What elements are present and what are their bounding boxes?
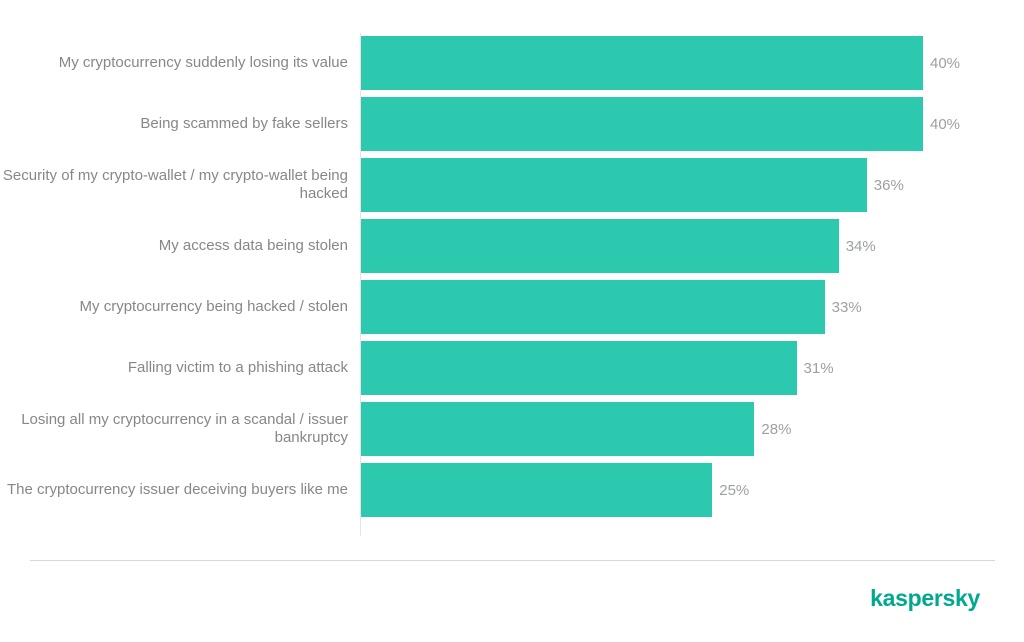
category-label: Security of my crypto-wallet / my crypto…	[2, 167, 348, 202]
value-label: 31%	[803, 359, 834, 377]
bar-zone: 33%	[361, 280, 1024, 334]
chart-row: My cryptocurrency suddenly losing its va…	[0, 36, 1024, 90]
category-label: My cryptocurrency suddenly losing its va…	[58, 54, 348, 71]
bar-zone: 36%	[361, 158, 1024, 212]
category-label: My cryptocurrency being hacked / stolen	[79, 298, 348, 315]
bar	[361, 280, 825, 334]
bar	[361, 402, 755, 456]
bar	[361, 158, 867, 212]
chart-row: My cryptocurrency being hacked / stolen …	[0, 280, 1024, 334]
kaspersky-logo: kaspersky	[870, 585, 980, 611]
value-label: 33%	[831, 298, 862, 316]
footer-divider	[30, 560, 995, 561]
bar	[361, 97, 923, 151]
category-label: The cryptocurrency issuer deceiving buye…	[7, 481, 348, 498]
chart-row: Falling victim to a phishing attack 31%	[0, 341, 1024, 395]
bar-chart: My cryptocurrency suddenly losing its va…	[0, 36, 1024, 524]
chart-row: The cryptocurrency issuer deceiving buye…	[0, 463, 1024, 517]
value-label: 28%	[761, 420, 792, 438]
chart-row: Security of my crypto-wallet / my crypto…	[0, 158, 1024, 212]
category-label: My access data being stolen	[158, 237, 348, 254]
category-label: Being scammed by fake sellers	[140, 115, 348, 132]
y-axis-line	[360, 33, 361, 536]
category-label: Falling victim to a phishing attack	[127, 359, 348, 376]
value-label: 36%	[873, 176, 904, 194]
value-label: 40%	[930, 54, 961, 72]
value-label: 34%	[845, 237, 876, 255]
bar-zone: 40%	[361, 36, 1024, 90]
bar	[361, 341, 797, 395]
bar	[361, 219, 839, 273]
bar	[361, 463, 713, 517]
bar-zone: 34%	[361, 219, 1024, 273]
bar-zone: 40%	[361, 97, 1024, 151]
value-label: 40%	[930, 115, 961, 133]
category-label: Losing all my cryptocurrency in a scanda…	[21, 411, 348, 446]
value-label: 25%	[719, 481, 750, 499]
bar-zone: 25%	[361, 463, 1024, 517]
chart-row: Losing all my cryptocurrency in a scanda…	[0, 402, 1024, 456]
bar-zone: 31%	[361, 341, 1024, 395]
chart-row: My access data being stolen 34%	[0, 219, 1024, 273]
chart-row: Being scammed by fake sellers 40%	[0, 97, 1024, 151]
bar-zone: 28%	[361, 402, 1024, 456]
bar	[361, 36, 923, 90]
